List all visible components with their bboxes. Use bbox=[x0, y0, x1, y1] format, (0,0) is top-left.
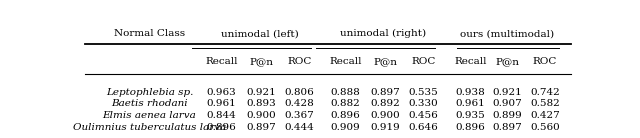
Text: 0.646: 0.646 bbox=[408, 123, 438, 132]
Text: 0.844: 0.844 bbox=[207, 111, 236, 120]
Text: Elmis aenea larva: Elmis aenea larva bbox=[102, 111, 196, 120]
Text: 0.907: 0.907 bbox=[493, 99, 522, 108]
Text: 0.888: 0.888 bbox=[330, 88, 360, 97]
Text: 0.921: 0.921 bbox=[493, 88, 522, 97]
Text: 0.897: 0.897 bbox=[370, 88, 400, 97]
Text: 0.893: 0.893 bbox=[246, 99, 276, 108]
Text: Normal Class: Normal Class bbox=[114, 29, 185, 38]
Text: 0.963: 0.963 bbox=[207, 88, 236, 97]
Text: 0.899: 0.899 bbox=[493, 111, 522, 120]
Text: 0.896: 0.896 bbox=[456, 123, 485, 132]
Text: 0.560: 0.560 bbox=[530, 123, 559, 132]
Text: 0.900: 0.900 bbox=[246, 111, 276, 120]
Text: 0.961: 0.961 bbox=[456, 99, 485, 108]
Text: 0.582: 0.582 bbox=[530, 99, 559, 108]
Text: 0.897: 0.897 bbox=[246, 123, 276, 132]
Text: unimodal (left): unimodal (left) bbox=[221, 29, 299, 38]
Text: 0.330: 0.330 bbox=[408, 99, 438, 108]
Text: 0.909: 0.909 bbox=[330, 123, 360, 132]
Text: 0.900: 0.900 bbox=[370, 111, 400, 120]
Text: unimodal (right): unimodal (right) bbox=[340, 29, 427, 39]
Text: ours (multimodal): ours (multimodal) bbox=[460, 29, 554, 38]
Text: P@n: P@n bbox=[495, 57, 520, 66]
Text: P@n: P@n bbox=[373, 57, 397, 66]
Text: Baetis rhodani: Baetis rhodani bbox=[111, 99, 188, 108]
Text: Leptophlebia sp.: Leptophlebia sp. bbox=[106, 88, 193, 97]
Text: 0.444: 0.444 bbox=[284, 123, 314, 132]
Text: 0.896: 0.896 bbox=[207, 123, 236, 132]
Text: ROC: ROC bbox=[411, 57, 435, 66]
Text: 0.919: 0.919 bbox=[370, 123, 400, 132]
Text: 0.938: 0.938 bbox=[456, 88, 485, 97]
Text: 0.961: 0.961 bbox=[207, 99, 236, 108]
Text: 0.806: 0.806 bbox=[284, 88, 314, 97]
Text: 0.367: 0.367 bbox=[284, 111, 314, 120]
Text: Recall: Recall bbox=[329, 57, 362, 66]
Text: ROC: ROC bbox=[287, 57, 312, 66]
Text: 0.535: 0.535 bbox=[408, 88, 438, 97]
Text: 0.892: 0.892 bbox=[370, 99, 400, 108]
Text: 0.427: 0.427 bbox=[530, 111, 559, 120]
Text: ROC: ROC bbox=[532, 57, 557, 66]
Text: Recall: Recall bbox=[454, 57, 486, 66]
Text: Recall: Recall bbox=[205, 57, 237, 66]
Text: P@n: P@n bbox=[249, 57, 273, 66]
Text: 0.896: 0.896 bbox=[330, 111, 360, 120]
Text: 0.935: 0.935 bbox=[456, 111, 485, 120]
Text: Oulimnius tuberculatus larva: Oulimnius tuberculatus larva bbox=[73, 123, 226, 132]
Text: 0.456: 0.456 bbox=[408, 111, 438, 120]
Text: 0.882: 0.882 bbox=[330, 99, 360, 108]
Text: 0.897: 0.897 bbox=[493, 123, 522, 132]
Text: 0.921: 0.921 bbox=[246, 88, 276, 97]
Text: 0.428: 0.428 bbox=[284, 99, 314, 108]
Text: 0.742: 0.742 bbox=[530, 88, 559, 97]
